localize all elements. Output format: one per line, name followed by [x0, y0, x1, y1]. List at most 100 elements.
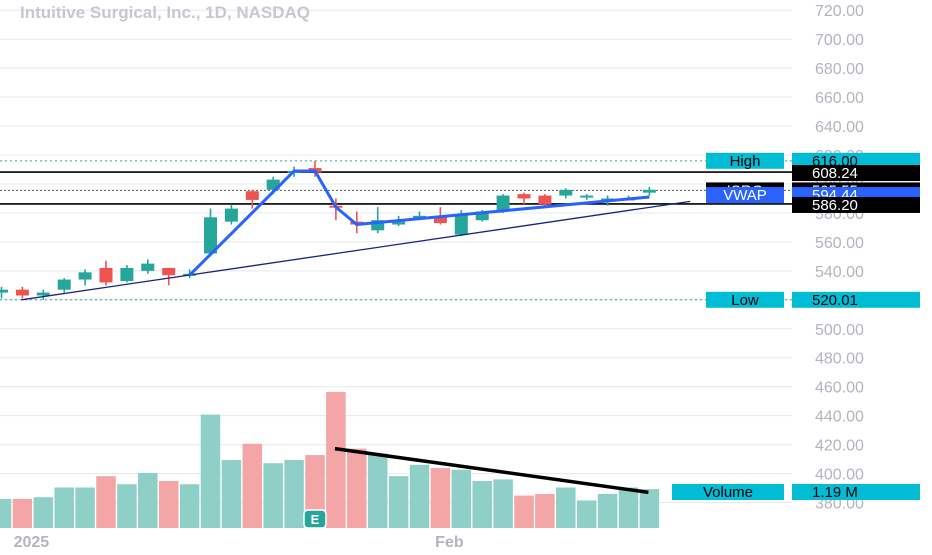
- volume-bar: [179, 484, 200, 528]
- volume-bar: [326, 391, 346, 528]
- volume-trendline: [334, 446, 649, 495]
- y-tick-label: 660.00: [815, 90, 864, 107]
- candle: [204, 208, 217, 257]
- volume-bar: [576, 500, 597, 528]
- candle-body: [78, 272, 92, 280]
- price-label-value: 608.24: [812, 165, 858, 182]
- y-tick-label: 720.00: [815, 3, 864, 20]
- price-label-name-bg: [706, 152, 784, 169]
- candle: [580, 194, 594, 200]
- y-tick-label: 440.00: [815, 409, 864, 426]
- trendlines: [21, 169, 691, 495]
- volume-bar: [430, 468, 451, 528]
- candle-body: [36, 292, 50, 296]
- volume-label: Volume 1.19 M: [672, 484, 920, 501]
- candle-body: [204, 217, 217, 254]
- candle: [15, 286, 29, 299]
- y-tick-label: 680.00: [815, 61, 864, 78]
- volume-bar: [451, 469, 472, 528]
- candle-body: [99, 267, 113, 283]
- volume-label-value: 1.19 M: [812, 484, 858, 501]
- blue-zigzag-trendline: [188, 169, 650, 277]
- price-label-name-bg: [706, 291, 784, 308]
- volume-bar: [367, 453, 388, 528]
- candle: [99, 260, 113, 286]
- candle-body: [15, 289, 29, 296]
- candle: [78, 269, 92, 286]
- volume-bar: [514, 495, 534, 528]
- volume-bar: [12, 498, 33, 528]
- candle: [36, 289, 50, 300]
- candle: [245, 189, 259, 209]
- volume-bar: [597, 493, 618, 528]
- candle-body: [162, 267, 176, 276]
- candle-body: [392, 221, 406, 225]
- price-label-value: 520.01: [812, 292, 858, 309]
- y-tick-label: 400.00: [815, 467, 864, 484]
- volume-label-name-bg: [672, 484, 784, 500]
- volume-bar: [117, 484, 137, 528]
- volume-bar: [409, 464, 430, 528]
- y-tick-label: 480.00: [815, 351, 864, 368]
- candle: [371, 207, 385, 234]
- candle-body: [413, 215, 426, 218]
- y-tick-label: 500.00: [815, 322, 864, 339]
- earnings-marker-label: E: [311, 512, 320, 527]
- candle-body: [496, 195, 510, 211]
- candle: [517, 192, 531, 205]
- volume-bar: [75, 487, 95, 528]
- earnings-marker: [303, 509, 327, 529]
- volume-bar: [96, 476, 116, 528]
- volume-bar: [33, 497, 54, 528]
- price-trendline: [21, 200, 691, 301]
- volume-bar: [200, 414, 221, 528]
- price-label-low: Low 520.01: [706, 291, 920, 309]
- candle-body: [57, 279, 71, 290]
- price-label-value-bg: [792, 165, 920, 182]
- price-label-r2: 586.20: [792, 196, 920, 214]
- candle-body: [433, 217, 447, 224]
- x-tick-label: Feb: [435, 534, 464, 550]
- price-label-value-bg: [792, 291, 920, 308]
- price-label-value-bg: [792, 196, 920, 213]
- volume-bar: [54, 487, 74, 528]
- volume-bar: [556, 487, 576, 528]
- price-label-name-bg: [706, 187, 784, 204]
- volume-bar: [347, 448, 367, 528]
- candle-body: [517, 194, 531, 199]
- price-label-name: Low: [731, 292, 759, 309]
- volume-label-name: Volume: [703, 484, 753, 501]
- y-tick-label: 420.00: [815, 438, 864, 455]
- candle: [642, 186, 656, 196]
- candle-body: [120, 267, 134, 281]
- volume-bar: [138, 472, 158, 528]
- volume-label-value-bg: [792, 484, 920, 500]
- y-tick-label: 460.00: [815, 380, 864, 397]
- candle: [141, 259, 155, 274]
- candle: [162, 267, 176, 286]
- price-labels: High616.00608.24ISRG595.55VWAP594.44586.…: [672, 152, 920, 501]
- candle-body: [538, 195, 552, 205]
- volume-bar: [242, 443, 263, 528]
- price-label-value: 586.20: [812, 197, 858, 214]
- candle-body: [245, 191, 259, 200]
- y-tick-label: 560.00: [815, 235, 864, 252]
- candle-body: [559, 189, 573, 196]
- candle: [0, 286, 8, 299]
- candle: [559, 188, 573, 199]
- volume-bar: [639, 489, 660, 528]
- candle-body: [642, 189, 656, 193]
- markers: E: [303, 509, 327, 529]
- volume-bar: [0, 498, 12, 528]
- candle-body: [224, 208, 238, 222]
- volume-bar: [263, 463, 283, 528]
- volume-bar: [284, 459, 304, 528]
- volume-bar: [388, 476, 409, 528]
- y-tick-label: 640.00: [815, 119, 864, 136]
- y-tick-label: 700.00: [815, 32, 864, 49]
- candle-body: [371, 220, 385, 231]
- volume-bar: [158, 481, 179, 528]
